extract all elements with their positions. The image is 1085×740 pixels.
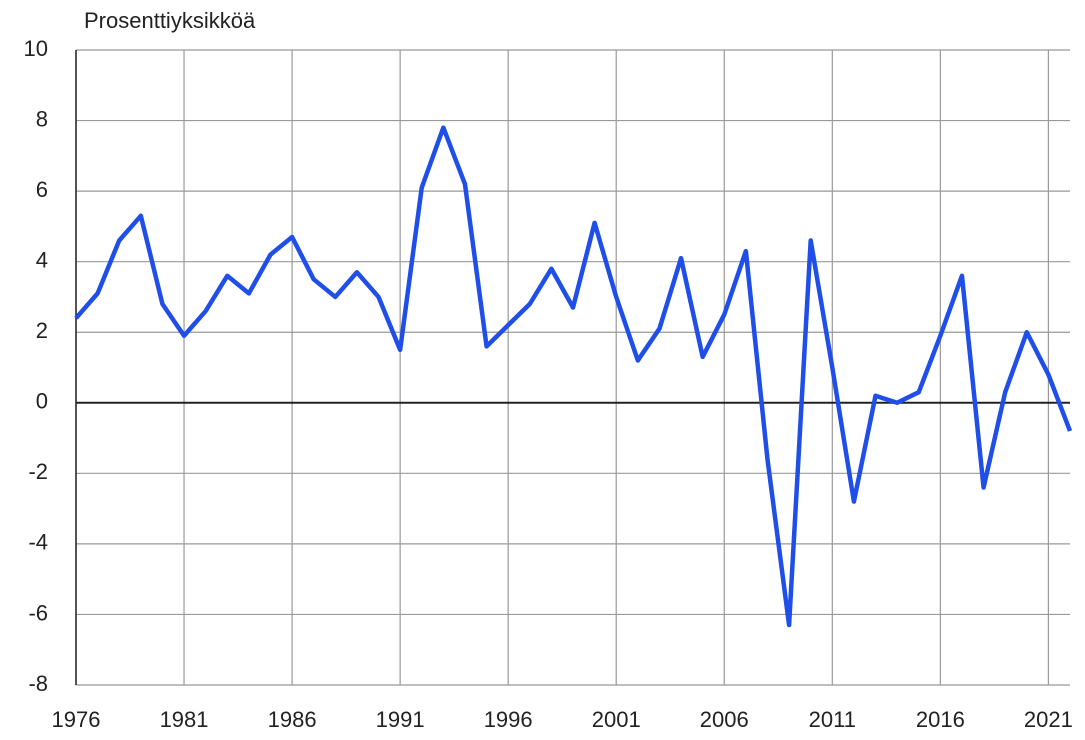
data-line bbox=[74, 125, 1073, 628]
x-tick-label: 2016 bbox=[916, 707, 965, 732]
y-tick-label: 6 bbox=[36, 177, 48, 202]
y-tick-label: -4 bbox=[28, 530, 48, 555]
x-tick-label: 2006 bbox=[700, 707, 749, 732]
x-tick-label: 1976 bbox=[52, 707, 101, 732]
x-tick-label: 1991 bbox=[376, 707, 425, 732]
y-tick-label: 2 bbox=[36, 318, 48, 343]
y-axis-label: Prosenttiyksikköä bbox=[84, 8, 256, 33]
y-tick-label: 10 bbox=[24, 36, 48, 61]
x-tick-label: 1996 bbox=[484, 707, 533, 732]
y-tick-label: -6 bbox=[28, 600, 48, 625]
y-tick-label: 8 bbox=[36, 106, 48, 131]
x-tick-label: 2001 bbox=[592, 707, 641, 732]
y-tick-label: 0 bbox=[36, 389, 48, 414]
y-tick-label: 4 bbox=[36, 247, 48, 272]
y-tick-label: -8 bbox=[28, 671, 48, 696]
x-tick-label: 2011 bbox=[809, 707, 856, 732]
x-tick-label: 1986 bbox=[268, 707, 317, 732]
y-tick-label: -2 bbox=[28, 459, 48, 484]
x-tick-label: 2021 bbox=[1024, 707, 1073, 732]
x-tick-label: 1981 bbox=[160, 707, 209, 732]
